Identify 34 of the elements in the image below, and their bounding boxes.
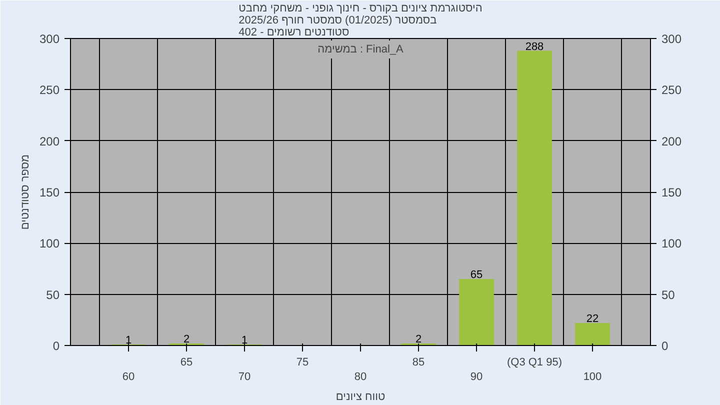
data-label: 65 bbox=[470, 268, 483, 281]
y2-tick-label: 50 bbox=[662, 288, 676, 302]
x-tick-label: 60 bbox=[122, 370, 135, 383]
x-tick-label: 85 bbox=[412, 356, 425, 368]
data-label: 1 bbox=[125, 334, 132, 346]
x-tick-label: 100 bbox=[583, 370, 602, 383]
data-label: 1 bbox=[241, 334, 248, 346]
y2-tick-label: 150 bbox=[662, 186, 682, 200]
y2-tick-label: 250 bbox=[662, 83, 682, 98]
data-label: 288 bbox=[525, 40, 544, 53]
annotation: במשימה : Final_A bbox=[318, 44, 404, 56]
y2-tick-label: 0 bbox=[662, 339, 668, 353]
x-tick-label: (Q3 Q1 95) bbox=[506, 356, 562, 368]
y-axis-title: מספר סטודנטים bbox=[19, 154, 32, 230]
y-tick-label: 250 bbox=[39, 83, 60, 98]
y2-tick-label: 100 bbox=[662, 236, 682, 251]
y-tick-label: 100 bbox=[39, 236, 60, 251]
x-axis-title: טווח ציונים bbox=[336, 390, 386, 403]
y2-tick-label: 200 bbox=[662, 134, 682, 148]
y2-tick-label: 300 bbox=[662, 32, 682, 46]
y-tick-label: 150 bbox=[39, 186, 60, 200]
data-label: 2 bbox=[183, 333, 190, 346]
y-tick-label: 0 bbox=[52, 339, 60, 353]
x-tick-label: 80 bbox=[354, 370, 367, 383]
x-tick-label: 75 bbox=[296, 356, 309, 368]
y-tick-label: 300 bbox=[39, 32, 60, 46]
y-tick-label: 200 bbox=[39, 134, 60, 148]
chart-title: היסטוגרמת ציונים בקורס - חינוך גופני - משחקי מחבט בסמסטר (01/2025) סמסטר חורף 2025/26 סטודנטים רשומים - 402 bbox=[238, 2, 482, 38]
x-tick-label: 70 bbox=[238, 370, 251, 383]
data-label: 22 bbox=[586, 312, 599, 325]
y-tick-label: 50 bbox=[46, 288, 60, 302]
x-tick-label: 65 bbox=[180, 356, 193, 368]
data-label: 2 bbox=[415, 333, 422, 346]
x-tick-label: 90 bbox=[470, 370, 483, 383]
